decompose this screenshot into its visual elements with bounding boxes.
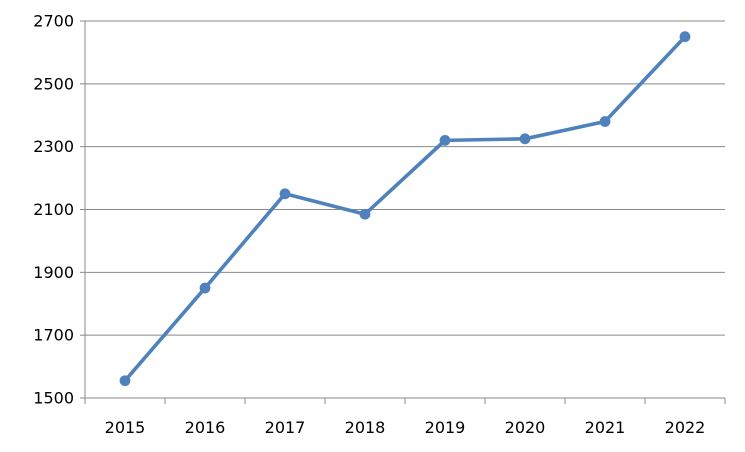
data-point-2020 [519, 133, 531, 145]
x-tick-label: 2022 [665, 418, 706, 437]
x-tick-label: 2019 [425, 418, 466, 437]
data-point-2022 [679, 31, 691, 43]
y-tick-label: 1900 [33, 263, 74, 282]
x-tick-label: 2020 [505, 418, 546, 437]
data-point-2016 [199, 282, 211, 294]
y-tick-label: 2500 [33, 74, 74, 93]
data-line [123, 34, 687, 383]
data-point-2021 [599, 116, 611, 127]
x-tick-label: 2018 [345, 418, 386, 437]
x-tick-label: 2015 [105, 418, 146, 437]
data-point-2018 [359, 208, 371, 220]
x-tick-label: 2016 [185, 418, 226, 437]
y-tick-label: 1700 [33, 326, 74, 345]
x-tick-label: 2021 [585, 418, 626, 437]
y-tick-label: 2700 [33, 12, 74, 31]
y-tick-label: 2300 [33, 137, 74, 156]
y-tick-label: 2100 [33, 200, 74, 219]
data-point-2019 [439, 134, 451, 146]
y-tick-label: 1500 [33, 389, 74, 408]
data-point-2017 [279, 188, 291, 200]
data-point-2015 [119, 375, 131, 387]
x-tick-label: 2017 [265, 418, 306, 437]
